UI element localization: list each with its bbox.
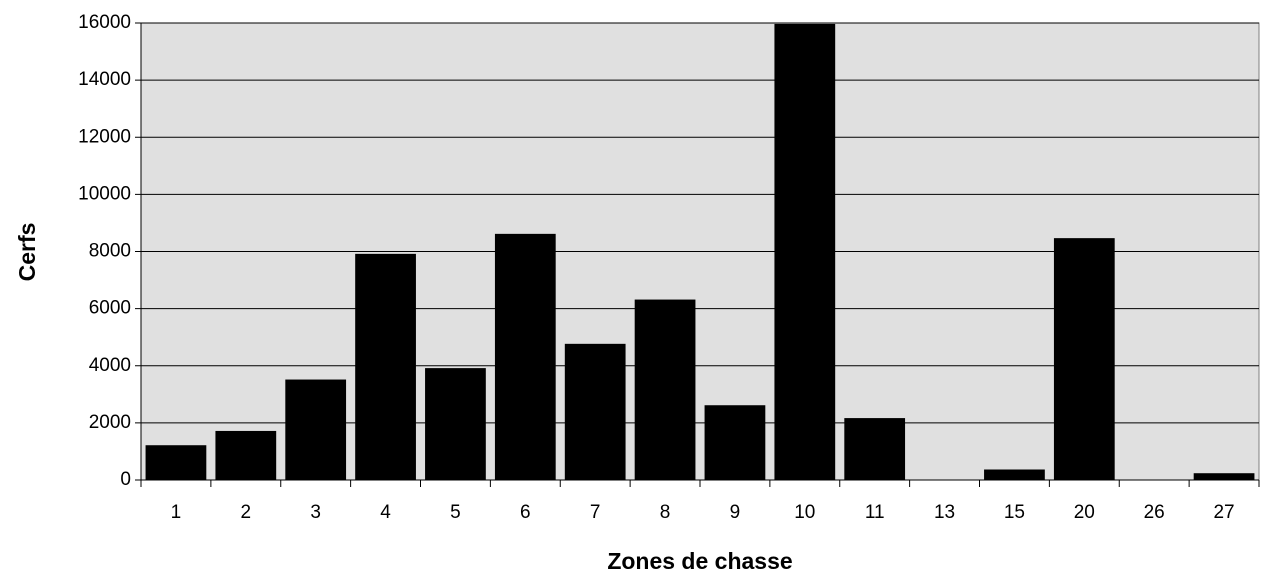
x-tick-label: 7 — [590, 502, 601, 523]
bar-zone-10 — [774, 23, 836, 481]
bar-zone-6 — [494, 233, 556, 481]
y-tick-label: 14000 — [78, 69, 131, 90]
bar-zone-27 — [1193, 473, 1255, 481]
y-tick-label: 2000 — [89, 412, 131, 433]
x-tick-label: 26 — [1144, 502, 1165, 523]
bar-zone-11 — [844, 418, 906, 481]
y-tick-label: 6000 — [89, 298, 131, 319]
bar-zone-4 — [355, 253, 416, 481]
bar-zone-7 — [564, 343, 626, 481]
y-tick-label: 8000 — [89, 241, 131, 262]
y-tick-label: 4000 — [89, 355, 131, 376]
bar-zone-8 — [634, 299, 696, 481]
y-tick-label: 10000 — [78, 183, 131, 204]
x-tick-label: 27 — [1213, 502, 1234, 523]
bar-zone-2 — [215, 430, 277, 481]
bar-zone-3 — [285, 379, 347, 481]
x-tick-label: 8 — [660, 502, 671, 523]
x-tick-label: 15 — [1004, 502, 1025, 523]
y-tick-label: 0 — [120, 469, 131, 490]
x-tick-label: 10 — [794, 502, 815, 523]
bar-zone-15 — [984, 469, 1045, 481]
bar-zone-9 — [704, 405, 766, 481]
y-axis-title: Cerfs — [14, 223, 40, 282]
bar-zone-1 — [145, 445, 207, 481]
x-tick-label: 3 — [310, 502, 321, 523]
x-tick-label: 9 — [730, 502, 741, 523]
bar-zone-20 — [1053, 238, 1115, 481]
x-axis-title: Zones de chasse — [607, 548, 792, 574]
x-tick-label: 1 — [171, 502, 182, 523]
axes — [135, 22, 1260, 487]
bars — [145, 23, 1255, 481]
x-tick-label: 4 — [380, 502, 391, 523]
y-tick-labels: 0 2000 4000 6000 8000 10000 12000 14000 16000 — [78, 12, 131, 490]
x-tick-label: 20 — [1074, 502, 1095, 523]
bar-zone-5 — [425, 368, 486, 481]
x-tick-label: 6 — [520, 502, 531, 523]
x-tick-labels: 1 2 3 4 5 6 7 8 9 10 11 13 15 20 26 27 — [171, 502, 1235, 523]
y-tick-label: 16000 — [78, 12, 131, 33]
x-tick-label: 13 — [934, 502, 955, 523]
x-tick-label: 2 — [241, 502, 252, 523]
y-tick-label: 12000 — [78, 126, 131, 147]
x-tick-label: 11 — [865, 502, 885, 523]
x-tick-label: 5 — [450, 502, 461, 523]
